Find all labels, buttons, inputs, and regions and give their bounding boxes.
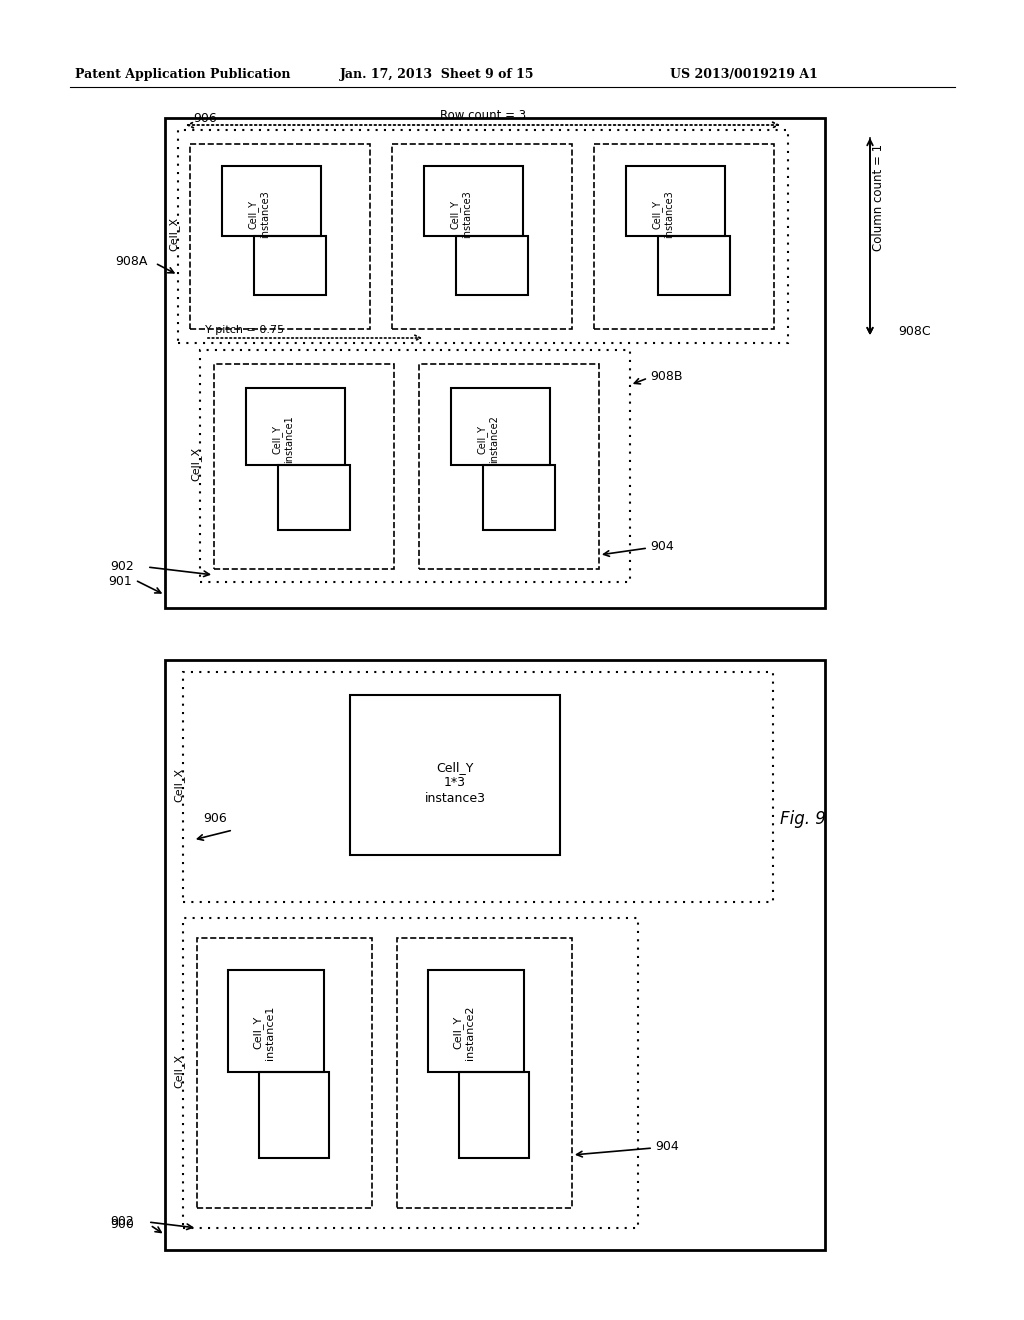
Bar	[222, 166, 321, 236]
Text: 902: 902	[110, 560, 134, 573]
Bar	[200, 350, 630, 582]
Bar	[254, 236, 326, 294]
Text: 908A: 908A	[115, 255, 147, 268]
Text: Column count = 1: Column count = 1	[871, 144, 885, 251]
Bar	[278, 465, 350, 531]
Bar	[165, 117, 825, 609]
Bar	[197, 939, 372, 1208]
Bar	[183, 672, 773, 902]
Bar	[228, 970, 324, 1072]
Text: Jan. 17, 2013  Sheet 9 of 15: Jan. 17, 2013 Sheet 9 of 15	[340, 69, 535, 81]
Text: Cell_Y
instance3: Cell_Y instance3	[247, 190, 269, 238]
Bar	[626, 166, 725, 236]
Bar	[419, 364, 599, 569]
Text: Row count = 3: Row count = 3	[440, 110, 526, 121]
Bar	[190, 144, 370, 329]
Bar	[246, 388, 345, 465]
Text: Patent Application Publication: Patent Application Publication	[75, 69, 291, 81]
Text: Cell_X: Cell_X	[190, 447, 202, 480]
Text: Fig. 9: Fig. 9	[780, 810, 826, 828]
Bar	[456, 236, 528, 294]
Text: 908C: 908C	[898, 325, 931, 338]
Bar	[594, 144, 774, 329]
Text: 906: 906	[193, 112, 217, 125]
Text: Cell_Y
instance1: Cell_Y instance1	[271, 416, 294, 463]
Text: Cell_Y
1*3
instance3: Cell_Y 1*3 instance3	[425, 762, 485, 804]
Bar	[483, 465, 555, 531]
Bar	[459, 1072, 529, 1158]
Text: 904: 904	[655, 1140, 679, 1152]
Bar	[178, 129, 788, 343]
Bar	[183, 917, 638, 1228]
Text: Cell_X: Cell_X	[173, 1053, 184, 1088]
Bar	[392, 144, 572, 329]
Text: 908B: 908B	[650, 370, 683, 383]
Text: Cell_X: Cell_X	[169, 216, 179, 251]
Text: US 2013/0019219 A1: US 2013/0019219 A1	[670, 69, 818, 81]
Text: Cell_Y
instance3: Cell_Y instance3	[450, 190, 472, 238]
Bar	[451, 388, 550, 465]
Text: Cell_Y
instance2: Cell_Y instance2	[476, 416, 499, 463]
Text: 902: 902	[110, 1214, 134, 1228]
Text: Cell_X: Cell_X	[173, 768, 184, 803]
Text: 904: 904	[650, 540, 674, 553]
Bar	[214, 364, 394, 569]
Bar	[397, 939, 572, 1208]
Bar	[165, 660, 825, 1250]
Bar	[424, 166, 523, 236]
Text: Cell_Y
instance2: Cell_Y instance2	[453, 1006, 475, 1060]
Text: 900: 900	[110, 1218, 134, 1232]
Bar	[658, 236, 730, 294]
Text: 906: 906	[203, 812, 226, 825]
Bar	[259, 1072, 329, 1158]
Text: 901: 901	[108, 576, 132, 587]
Text: Cell_Y
instance3: Cell_Y instance3	[651, 190, 674, 238]
Text: Cell_Y
instance1: Cell_Y instance1	[252, 1006, 274, 1060]
Text: Y pitch = 0.75: Y pitch = 0.75	[205, 325, 284, 335]
Bar	[428, 970, 524, 1072]
Bar	[350, 696, 560, 855]
